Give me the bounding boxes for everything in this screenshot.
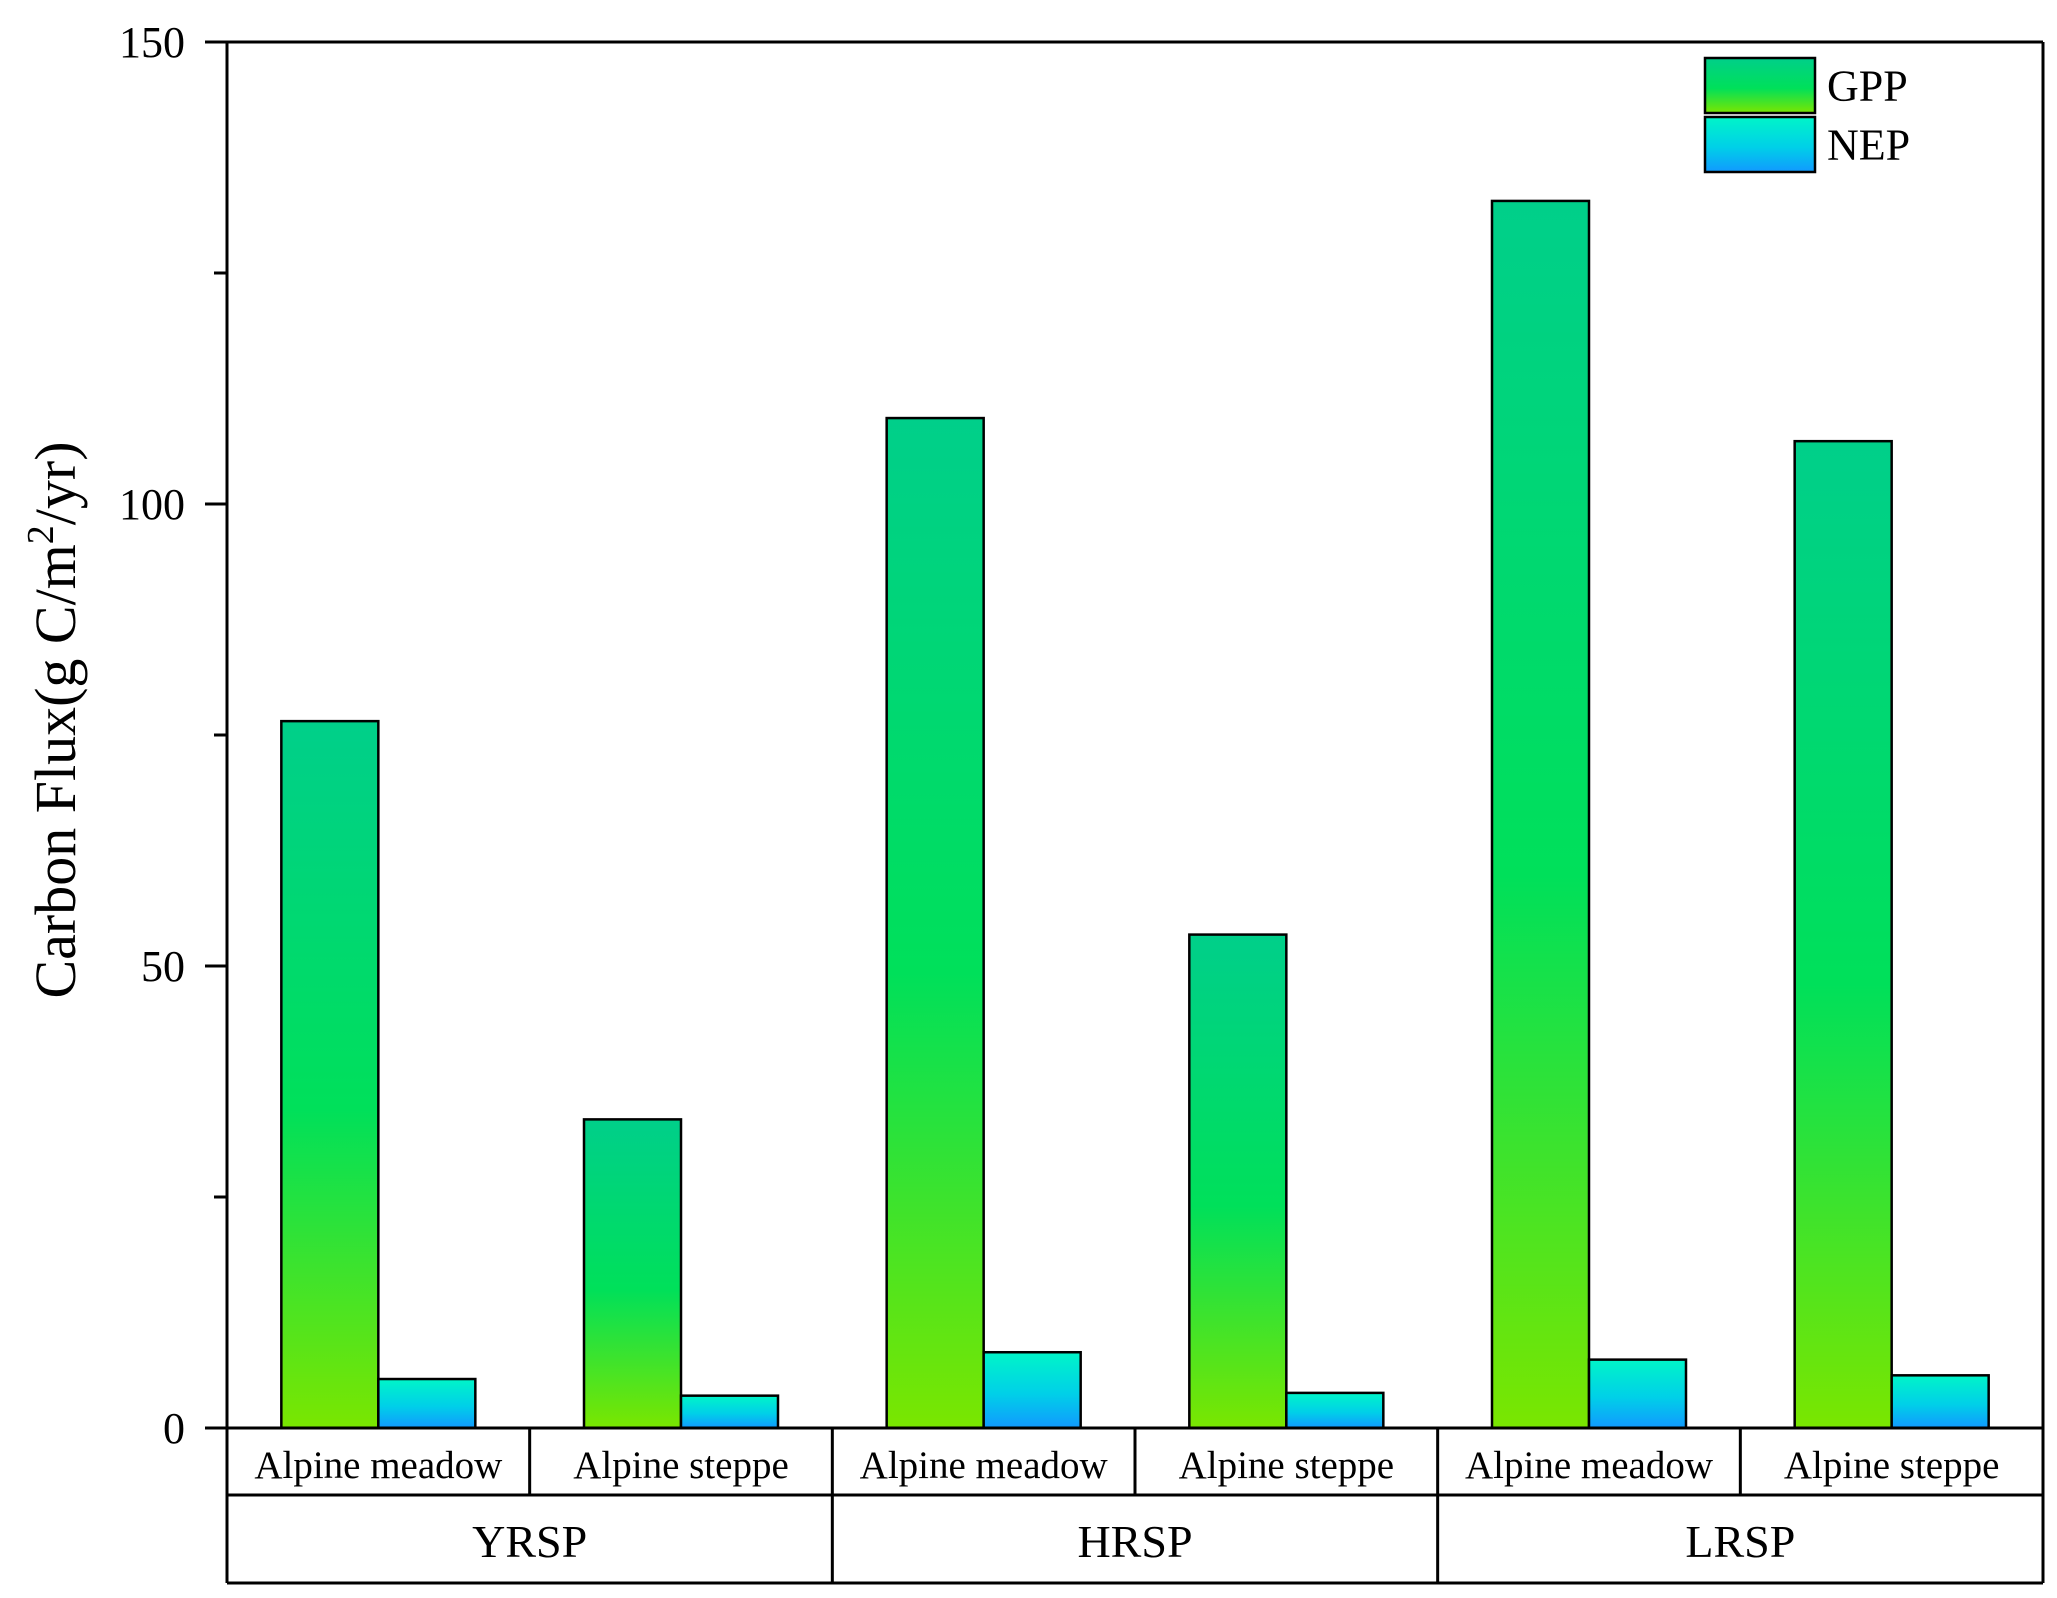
nep-bar	[1587, 1358, 1688, 1430]
legend-label-nep: NEP	[1827, 121, 1910, 170]
gpp-bar	[885, 416, 985, 1430]
nep-bar	[982, 1350, 1082, 1430]
category-axis: Alpine meadow Alpine steppe Alpine meadow A…	[225, 1428, 2045, 1585]
category-label: Alpine steppe	[573, 1444, 789, 1487]
category-label: Alpine meadow	[860, 1444, 1108, 1487]
y-axis-label-main: Carbon Flux(g C/m	[23, 544, 88, 998]
bars-layer	[280, 199, 1990, 1430]
y-tick-label: 100	[119, 480, 185, 529]
nep-bar	[679, 1394, 780, 1430]
category-label: Alpine steppe	[1179, 1444, 1395, 1487]
gpp-bar	[1793, 439, 1893, 1430]
gpp-bar	[1490, 199, 1591, 1430]
gpp-bar	[280, 719, 380, 1430]
legend: GPP NEP	[1703, 56, 1910, 174]
category-label: Alpine steppe	[1784, 1444, 2000, 1487]
group-label: HRSP	[1077, 1516, 1192, 1567]
y-tick-label: 50	[141, 942, 185, 991]
gpp-bar	[582, 1118, 683, 1430]
group-label: YRSP	[472, 1516, 587, 1567]
legend-label-gpp: GPP	[1827, 62, 1908, 111]
gpp-bar	[1188, 933, 1288, 1430]
category-label: Alpine meadow	[1465, 1444, 1713, 1487]
legend-swatch-gpp	[1703, 56, 1817, 115]
y-axis-label-tail: /yr)	[23, 441, 88, 525]
nep-bar	[377, 1377, 477, 1430]
legend-swatch-nep	[1703, 115, 1817, 174]
nep-bar	[1890, 1374, 1990, 1430]
nep-bar	[1285, 1391, 1385, 1430]
axes-layer	[225, 40, 2045, 1430]
y-ticks: 0 50 100 150	[119, 18, 227, 1453]
y-tick-label: 150	[119, 18, 185, 67]
category-label: Alpine meadow	[254, 1444, 502, 1487]
y-axis-label: Carbon Flux(g C/m2/yr)	[20, 441, 88, 998]
y-axis-label-sup: 2	[20, 525, 62, 544]
y-tick-label: 0	[163, 1404, 185, 1453]
group-label: LRSP	[1685, 1516, 1795, 1567]
